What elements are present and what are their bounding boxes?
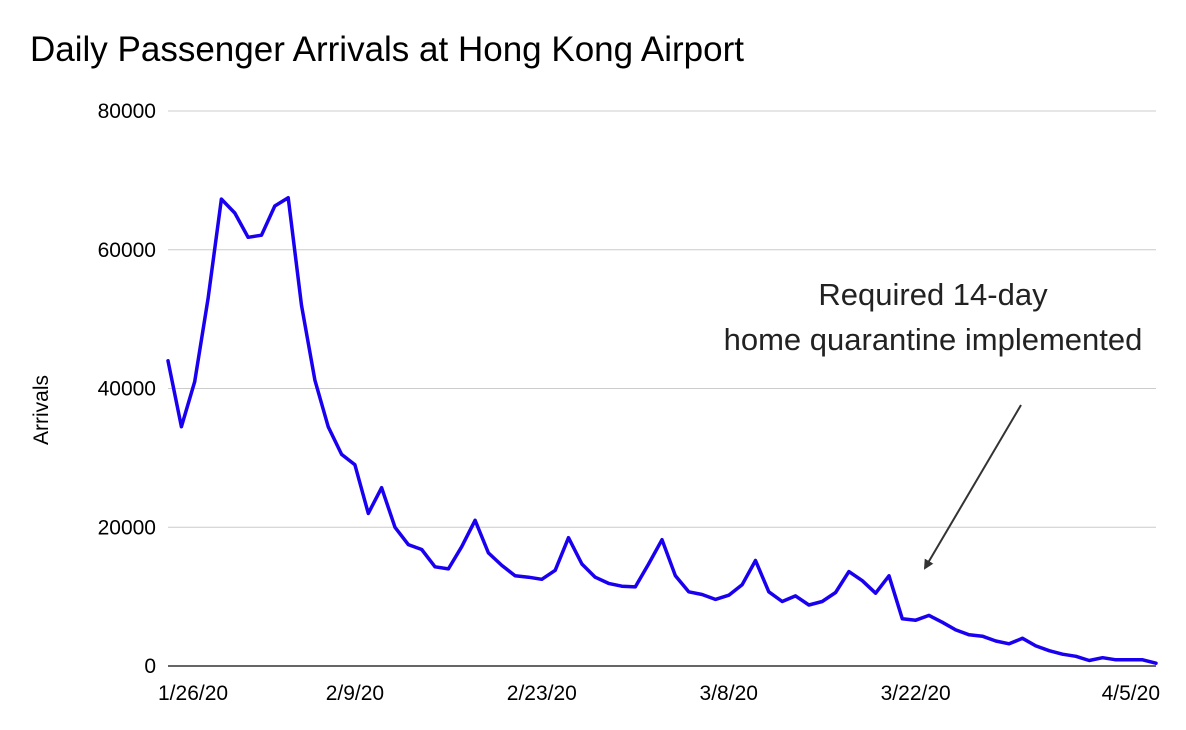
data-point [353, 463, 357, 467]
data-point [540, 577, 544, 581]
data-point [820, 600, 824, 603]
data-point [1061, 652, 1064, 656]
x-tick-label: 2/9/20 [326, 682, 384, 705]
data-point [860, 579, 864, 583]
data-point [193, 380, 197, 384]
data-point [166, 359, 170, 363]
chart-title: Daily Passenger Arrivals at Hong Kong Ai… [30, 30, 744, 69]
data-point [219, 197, 223, 201]
data-point [607, 581, 611, 585]
y-tick-label: 20000 [98, 516, 156, 539]
data-point [980, 634, 984, 638]
gridlines [168, 110, 1156, 667]
data-point [513, 574, 517, 578]
data-point [740, 583, 744, 587]
data-point [1007, 642, 1011, 646]
data-point [393, 525, 397, 529]
data-point [1021, 636, 1024, 640]
data-point [326, 425, 330, 429]
y-axis-label: Arrivals [30, 375, 53, 445]
data-point [593, 575, 597, 579]
series-layer [166, 195, 1158, 665]
x-tick-label: 3/8/20 [700, 682, 758, 705]
data-point [794, 594, 797, 598]
data-point [700, 593, 704, 596]
data-point [1047, 649, 1051, 653]
data-point [233, 211, 237, 215]
data-point [713, 597, 717, 601]
data-point [834, 591, 838, 594]
data-point [927, 613, 931, 617]
data-point [1114, 658, 1118, 662]
data-point [300, 303, 303, 307]
data-point [380, 486, 384, 490]
data-point [967, 633, 971, 637]
x-tick-label: 3/22/20 [881, 682, 951, 705]
data-point [366, 511, 370, 515]
data-point [273, 204, 277, 208]
data-point [179, 425, 183, 429]
data-point [206, 296, 210, 300]
data-point [1074, 654, 1078, 658]
x-axis-ticks: 1/26/20 2/9/20 2/23/20 3/8/20 3/22/20 4/5/20 [158, 682, 1160, 705]
data-point [687, 590, 691, 594]
annotation-arrow [923, 404, 1022, 570]
data-point [673, 574, 677, 578]
annotation-line-2: home quarantine implemented [724, 322, 1143, 357]
data-point [406, 543, 410, 547]
data-point [246, 235, 250, 239]
data-point [473, 518, 477, 522]
data-point [1101, 656, 1105, 660]
data-point [1127, 658, 1131, 662]
data-point [887, 574, 891, 578]
data-point [647, 562, 651, 566]
data-point [500, 563, 504, 567]
data-point [420, 548, 424, 551]
data-point [260, 233, 263, 237]
data-point [446, 567, 450, 571]
data-point [460, 545, 464, 549]
x-tick-label: 4/5/20 [1102, 682, 1160, 705]
annotation-line-1: Required 14-day [818, 277, 1048, 312]
data-point [994, 639, 998, 643]
data-point [1141, 658, 1145, 662]
y-tick-label: 40000 [98, 378, 156, 401]
data-point [847, 570, 851, 574]
y-tick-label: 80000 [98, 100, 156, 123]
series-line-arrivals [166, 195, 1158, 665]
data-point [780, 600, 784, 603]
data-point [914, 618, 918, 622]
data-point [1154, 661, 1158, 665]
data-point [486, 551, 490, 555]
data-point [340, 452, 344, 456]
data-point [727, 593, 731, 597]
data-point [433, 565, 437, 569]
x-tick-label: 1/26/20 [158, 682, 228, 705]
y-axis-ticks: 0 20000 40000 60000 80000 [98, 100, 156, 678]
data-point [286, 196, 290, 200]
data-point [580, 562, 584, 566]
data-point [900, 617, 904, 621]
data-point [754, 559, 757, 562]
data-point [767, 590, 771, 594]
data-point [313, 378, 317, 382]
y-tick-label: 0 [144, 655, 156, 678]
data-point [1087, 659, 1091, 662]
data-point [874, 591, 878, 595]
data-point [660, 538, 664, 542]
data-point [807, 603, 811, 607]
data-point [954, 628, 958, 632]
data-point [1034, 644, 1038, 648]
data-point [940, 620, 944, 624]
data-point [553, 568, 557, 572]
y-tick-label: 60000 [98, 239, 156, 262]
data-point [620, 584, 624, 588]
annotation: Required 14-day home quarantine implemen… [724, 277, 1143, 570]
data-point [527, 575, 530, 579]
data-point [567, 536, 570, 540]
x-tick-label: 2/23/20 [507, 682, 577, 705]
data-point [633, 585, 637, 589]
